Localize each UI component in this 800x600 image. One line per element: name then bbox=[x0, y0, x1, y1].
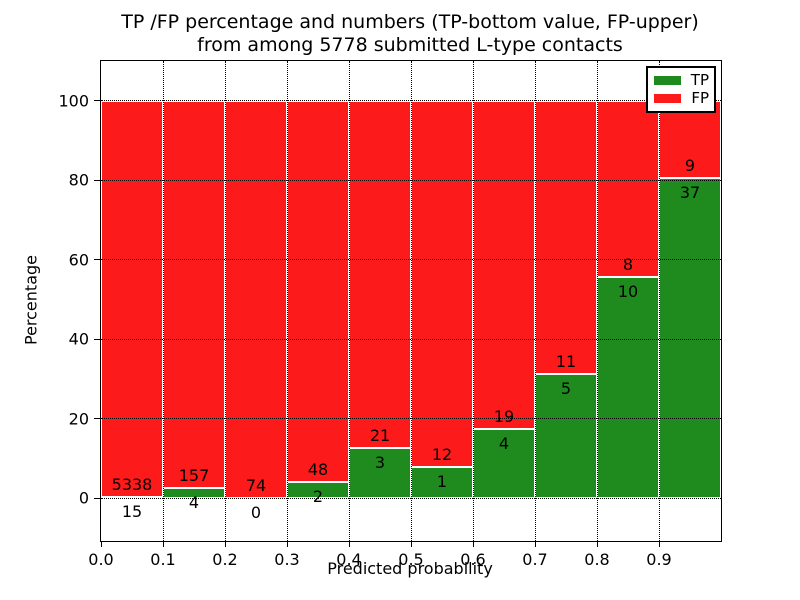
gridline-horizontal bbox=[101, 179, 721, 181]
y-tick-mark bbox=[94, 418, 101, 419]
chart-title-line1: TP /FP percentage and numbers (TP-bottom… bbox=[121, 11, 699, 33]
gridline-vertical bbox=[162, 61, 164, 541]
tp-count-label: 5 bbox=[560, 378, 572, 398]
gridline-horizontal bbox=[101, 338, 721, 340]
x-tick-label: 0.9 bbox=[646, 550, 672, 569]
gridline-vertical bbox=[286, 61, 288, 541]
y-tick-label: 60 bbox=[68, 250, 89, 269]
x-tick-mark bbox=[534, 541, 536, 547]
fp-count-label: 74 bbox=[245, 476, 267, 495]
bar-segment-tp bbox=[411, 467, 473, 498]
fp-count-label: 9 bbox=[684, 156, 696, 176]
fp-legend-label: FP bbox=[691, 89, 709, 108]
x-tick-mark bbox=[472, 541, 474, 547]
y-tick-label: 0 bbox=[78, 488, 89, 508]
bar-segment-fp bbox=[597, 100, 659, 278]
y-tick-mark bbox=[94, 338, 101, 340]
gridline-vertical bbox=[472, 61, 474, 541]
x-tick-mark bbox=[596, 541, 598, 547]
y-tick-mark bbox=[94, 179, 101, 181]
fp-count-label: 48 bbox=[307, 460, 329, 480]
x-tick-label: 0.6 bbox=[460, 550, 486, 569]
gridline-vertical bbox=[596, 61, 598, 541]
gridline-vertical bbox=[534, 61, 536, 541]
tp-count-label: 2 bbox=[312, 487, 324, 507]
x-tick-label: 0.0 bbox=[88, 550, 114, 569]
bar-segment-fp bbox=[287, 100, 349, 483]
x-tick-mark bbox=[286, 541, 288, 547]
bar-segment-fp bbox=[101, 100, 163, 497]
plot-area: TP FP 5338 15 157 4 74 0 48 2 21 3 12 1 19 4 11 5 8 10 9 37… bbox=[58, 60, 722, 569]
y-tick-mark bbox=[94, 259, 101, 260]
gridline-vertical bbox=[410, 61, 412, 541]
fp-count-label: 19 bbox=[493, 406, 515, 426]
y-tick-mark bbox=[94, 100, 101, 101]
bar-segment-fp bbox=[349, 100, 411, 449]
y-tick-label: 100 bbox=[58, 91, 89, 110]
chart-title: TP /FP percentage and numbers (TP-bottom… bbox=[100, 11, 720, 57]
x-tick-label: 0.8 bbox=[584, 550, 610, 569]
x-axis-label: Predicted probability bbox=[327, 559, 493, 578]
tp-legend-label: TP bbox=[690, 70, 709, 89]
fp-count-label: 157 bbox=[178, 466, 210, 486]
fp-legend-swatch bbox=[654, 94, 681, 104]
fp-count-label: 5338 bbox=[111, 474, 153, 494]
gridline-horizontal bbox=[101, 259, 721, 260]
tp-count-label: 10 bbox=[617, 282, 639, 302]
bar-segment-fp bbox=[535, 100, 597, 374]
gridline-vertical bbox=[348, 61, 350, 541]
y-axis-label: Percentage bbox=[21, 254, 41, 346]
fp-count-label: 8 bbox=[622, 255, 634, 275]
y-tick-label: 20 bbox=[68, 409, 89, 428]
tp-count-label: 1 bbox=[436, 472, 448, 492]
gridline-horizontal bbox=[101, 497, 721, 499]
x-tick-label: 0.5 bbox=[398, 550, 424, 569]
bar-segment-tp bbox=[473, 428, 535, 498]
fp-count-label: 21 bbox=[369, 426, 391, 446]
y-tick-label: 80 bbox=[68, 170, 89, 190]
legend: TP FP bbox=[646, 66, 716, 113]
x-tick-label: 0.4 bbox=[336, 550, 362, 569]
tp-count-label: 0 bbox=[250, 503, 262, 522]
legend-item-fp: FP bbox=[654, 91, 709, 106]
gridline-horizontal bbox=[101, 418, 721, 419]
bar-segment-fp bbox=[163, 100, 225, 489]
tp-count-label: 4 bbox=[498, 433, 510, 453]
x-tick-label: 0.3 bbox=[274, 550, 300, 569]
x-tick-mark bbox=[410, 541, 412, 547]
bar-segment-fp bbox=[411, 100, 473, 468]
tp-count-label: 15 bbox=[121, 501, 143, 521]
y-tick-mark bbox=[94, 497, 101, 499]
x-tick-mark bbox=[658, 541, 660, 547]
x-tick-mark bbox=[348, 541, 350, 547]
x-tick-mark bbox=[100, 541, 102, 547]
tp-legend-swatch bbox=[654, 75, 681, 85]
gridline-horizontal bbox=[101, 100, 721, 101]
chart-title-line2: from among 5778 submitted L-type contact… bbox=[197, 34, 623, 56]
tp-count-label: 3 bbox=[374, 453, 386, 473]
bar-segment-fp bbox=[225, 100, 287, 498]
bar-segment-fp bbox=[659, 100, 721, 179]
legend-item-tp: TP bbox=[654, 70, 709, 89]
gridline-vertical bbox=[224, 61, 226, 541]
bar-segment-fp bbox=[473, 100, 535, 429]
x-tick-mark bbox=[224, 541, 226, 547]
bar-segment-tp bbox=[597, 277, 659, 498]
tp-count-label: 4 bbox=[188, 493, 200, 513]
fp-count-label: 12 bbox=[431, 445, 453, 465]
gridline-vertical bbox=[658, 61, 660, 541]
fp-count-label: 11 bbox=[555, 351, 577, 371]
x-tick-label: 0.2 bbox=[212, 550, 238, 569]
x-tick-mark bbox=[162, 541, 164, 547]
x-tick-label: 0.7 bbox=[522, 550, 548, 569]
bar-segment-tp bbox=[659, 178, 721, 498]
x-tick-label: 0.1 bbox=[150, 550, 176, 569]
y-tick-label: 40 bbox=[68, 329, 89, 349]
tp-count-label: 37 bbox=[679, 183, 701, 203]
